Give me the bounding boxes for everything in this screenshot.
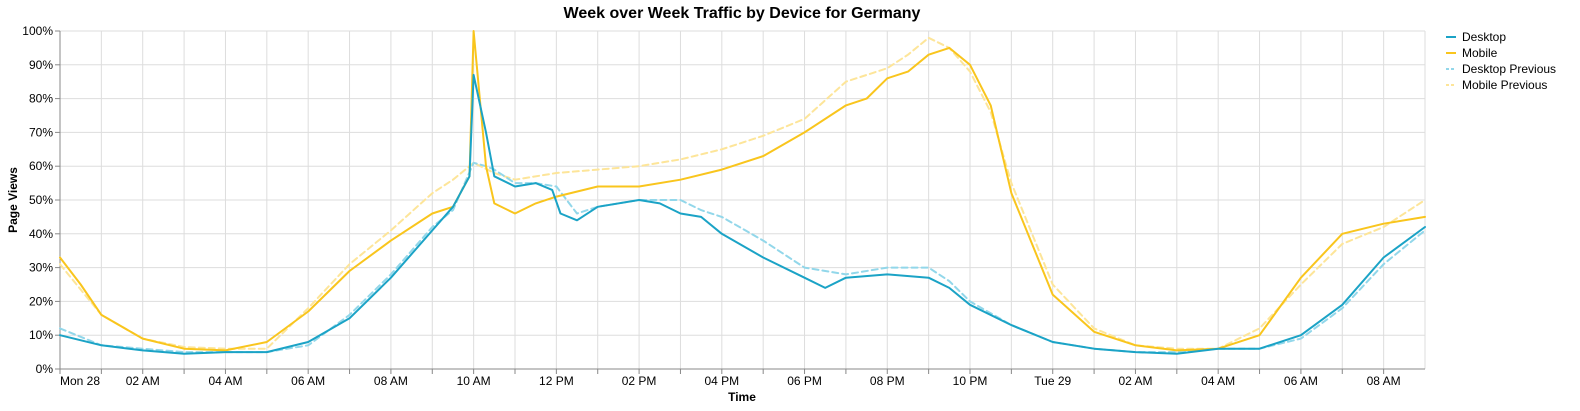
y-tick-label: 50% bbox=[29, 193, 53, 207]
y-tick-label: 90% bbox=[29, 58, 53, 72]
axes: 0% 10% 20% 30% 40% 50% 60% 70% 80% 90% 100% Mon 28 0… bbox=[22, 24, 1425, 388]
x-axis-title: Time bbox=[728, 390, 756, 404]
x-tick-label: 06 PM bbox=[787, 374, 822, 388]
y-tick-label: 80% bbox=[29, 92, 53, 106]
y-tick-label: 70% bbox=[29, 125, 53, 139]
series-line-mobile bbox=[59, 30, 1426, 352]
x-tick-label: 04 AM bbox=[1201, 374, 1235, 388]
y-tick-label: 0% bbox=[36, 362, 54, 376]
legend-item[interactable]: Desktop bbox=[1446, 30, 1506, 44]
legend: Desktop Mobile Desktop Previous Mobile Prev… bbox=[1446, 30, 1556, 92]
x-tick-label: 10 AM bbox=[457, 374, 491, 388]
grid-lines bbox=[59, 30, 1426, 370]
x-tick-label: 04 PM bbox=[704, 374, 739, 388]
x-tick-label: 04 AM bbox=[208, 374, 242, 388]
y-tick-label: 100% bbox=[22, 24, 53, 38]
legend-label: Desktop bbox=[1462, 30, 1506, 44]
chart-title: Week over Week Traffic by Device for Ger… bbox=[564, 5, 921, 22]
legend-label: Mobile Previous bbox=[1462, 78, 1547, 92]
x-tick-label: 06 AM bbox=[1284, 374, 1318, 388]
y-tick-label: 60% bbox=[29, 159, 53, 173]
x-tick-label: 10 PM bbox=[953, 374, 988, 388]
x-tick-label: 06 AM bbox=[291, 374, 325, 388]
x-tick-label: 02 AM bbox=[126, 374, 160, 388]
x-tick-label: 08 AM bbox=[374, 374, 408, 388]
x-tick-label: 02 AM bbox=[1118, 374, 1152, 388]
y-axis-title: Page Views bbox=[6, 167, 20, 233]
legend-item[interactable]: Mobile Previous bbox=[1446, 78, 1547, 92]
x-tick-label: 02 PM bbox=[622, 374, 657, 388]
x-tick-label: Mon 28 bbox=[60, 374, 100, 388]
x-tick-label: 12 PM bbox=[539, 374, 574, 388]
series-line-mobile-previous bbox=[59, 36, 1426, 350]
series-line-desktop bbox=[59, 73, 1426, 355]
legend-label: Desktop Previous bbox=[1462, 62, 1556, 76]
legend-item[interactable]: Desktop Previous bbox=[1446, 62, 1556, 76]
y-tick-label: 20% bbox=[29, 294, 53, 308]
series-lines bbox=[59, 30, 1426, 355]
x-tick-label: Tue 29 bbox=[1034, 374, 1071, 388]
y-tick-label: 30% bbox=[29, 261, 53, 275]
x-tick-label: 08 AM bbox=[1367, 374, 1401, 388]
y-tick-label: 10% bbox=[29, 328, 53, 342]
legend-label: Mobile bbox=[1462, 46, 1498, 60]
series-line-desktop-previous bbox=[59, 161, 1426, 354]
y-tick-label: 40% bbox=[29, 227, 53, 241]
legend-item[interactable]: Mobile bbox=[1446, 46, 1498, 60]
x-tick-label: 08 PM bbox=[870, 374, 905, 388]
